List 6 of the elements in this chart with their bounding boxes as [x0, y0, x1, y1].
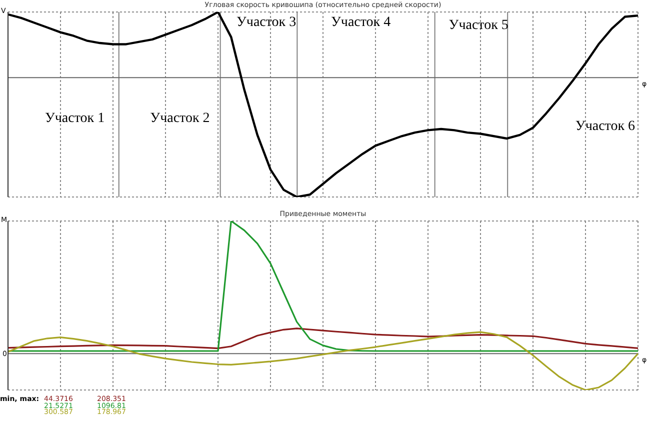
- annotation: Участок 5: [448, 18, 508, 34]
- annotation: Участок 4: [330, 15, 391, 32]
- annotation: Участок 2: [150, 111, 210, 128]
- annotation: Участок 1: [44, 111, 105, 128]
- annotation: Участок 3: [236, 15, 296, 32]
- annotation: Участок 6: [575, 118, 636, 135]
